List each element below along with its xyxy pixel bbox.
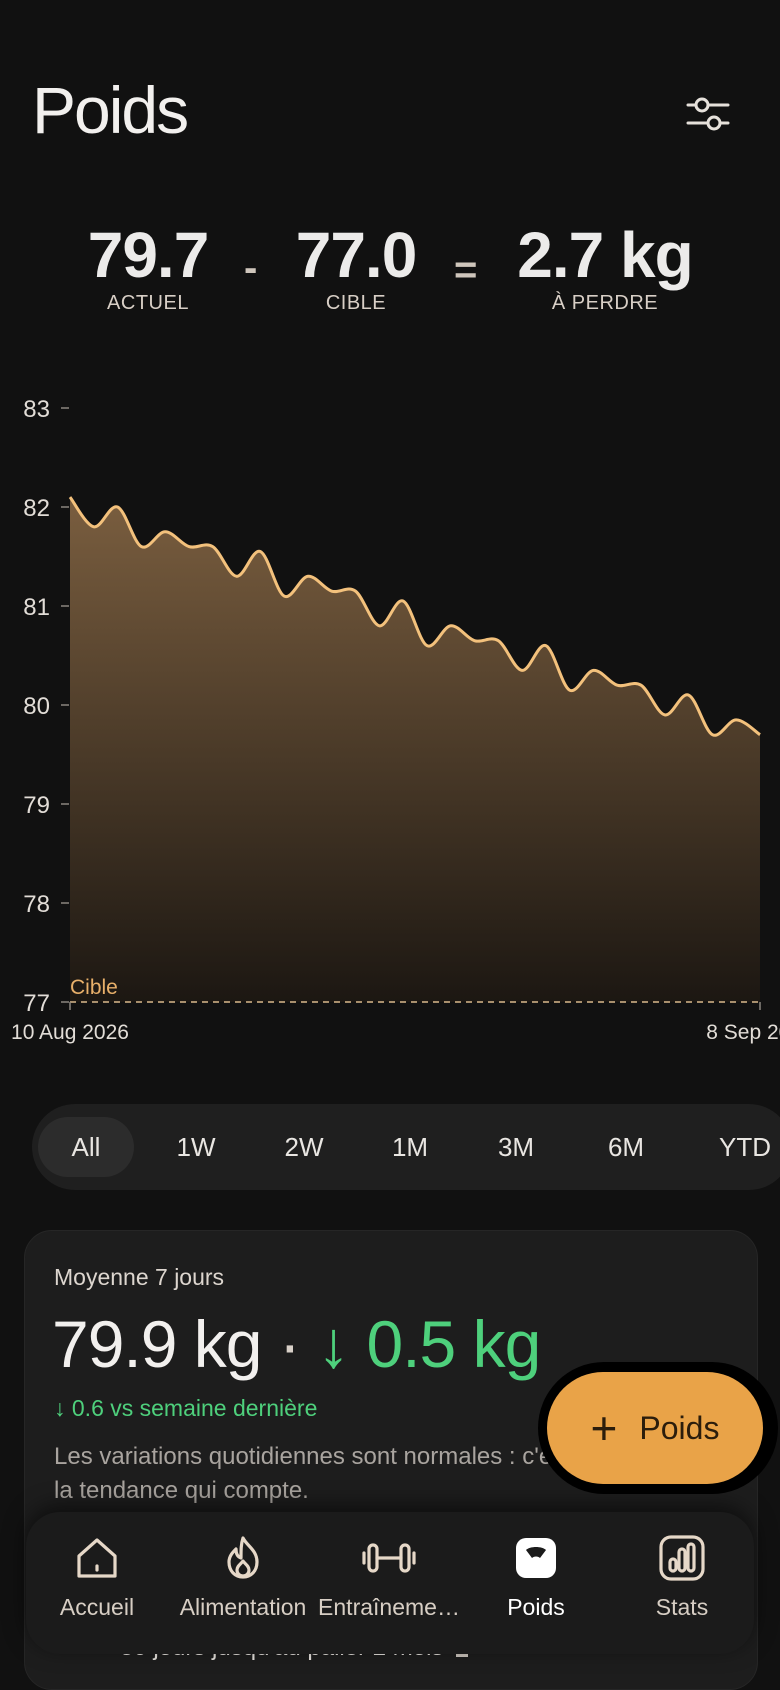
current-weight-label: ACTUEL <box>107 292 189 314</box>
add-weight-label: Poids <box>639 1409 720 1446</box>
weight-chart[interactable]: 83 82 81 80 79 78 77 Cible 10 Aug 2026 8 Sep 202… <box>0 380 780 1050</box>
y-tick-label: 82 <box>23 495 50 522</box>
x-end-label: 8 Sep 2026 <box>706 1021 780 1044</box>
nav-label-poids: Poids <box>507 1594 565 1620</box>
y-tick-label: 79 <box>23 792 50 819</box>
to-lose-label: À PERDRE <box>551 292 659 314</box>
dumbbell-icon <box>361 1530 417 1586</box>
scale-icon <box>508 1530 564 1586</box>
filter-button[interactable] <box>680 86 736 142</box>
to-lose: 2.7 kg À PERDRE <box>510 218 700 315</box>
home-icon <box>69 1530 125 1586</box>
to-lose-value: 2.7 kg <box>517 219 693 291</box>
weight-chart-svg: 83 82 81 80 79 78 77 Cible 10 Aug 2026 8 Sep 202… <box>11 396 780 1044</box>
target-weight: 77.0 CIBLE <box>276 218 436 315</box>
target-weight-label: CIBLE <box>325 292 387 314</box>
range-option-1m[interactable]: 1M <box>391 1131 429 1162</box>
nav-item-stats[interactable]: Stats <box>607 1530 757 1621</box>
target-label: Cible <box>70 976 118 999</box>
y-tick-label: 78 <box>23 891 50 918</box>
nav-item-entrainement[interactable]: Entraîneme… <box>314 1530 464 1621</box>
average-value: 79.9 kg <box>52 1307 262 1381</box>
range-selector <box>32 1104 780 1190</box>
y-tick-label: 77 <box>23 990 50 1017</box>
y-tick-label: 80 <box>23 693 50 720</box>
plus-icon: + <box>590 1402 618 1454</box>
equals-sign: = <box>454 248 478 292</box>
page-title: Poids <box>32 73 189 147</box>
stats-icon <box>654 1530 710 1586</box>
weight-series-line <box>68 496 761 737</box>
nav-label-stats: Stats <box>655 1594 709 1620</box>
range-option-all[interactable]: All <box>38 1117 134 1177</box>
add-weight-button[interactable]: + Poids <box>547 1372 763 1484</box>
average-line: 79.9 kg · ↓ 0.5 kg <box>52 1306 541 1382</box>
range-option-ytd[interactable]: YTD <box>719 1131 771 1162</box>
card-label: Moyenne 7 jours <box>54 1264 225 1290</box>
vs-last-week: ↓ 0.6 vs semaine dernière <box>54 1395 318 1421</box>
range-option-6m[interactable]: 6M <box>607 1131 645 1162</box>
flame-icon <box>215 1530 271 1586</box>
range-option-1w[interactable]: 1W <box>176 1131 216 1162</box>
separator-dot: · <box>278 1307 301 1381</box>
average-delta: ↓ 0.5 kg <box>317 1307 541 1381</box>
bottom-nav <box>26 1512 754 1654</box>
current-weight: 79.7 ACTUEL <box>68 218 228 315</box>
weight-area <box>70 497 760 1002</box>
nav-label-entrainement: Entraîneme… <box>318 1594 460 1620</box>
y-tick-label: 81 <box>23 594 50 621</box>
nav-item-poids[interactable]: Poids <box>461 1530 611 1621</box>
current-weight-value: 79.7 <box>87 219 210 291</box>
target-weight-value: 77.0 <box>295 219 418 291</box>
range-option-3m[interactable]: 3M <box>497 1131 535 1162</box>
range-option-2w[interactable]: 2W <box>284 1131 324 1162</box>
minus-sign: - <box>244 246 258 290</box>
x-start-label: 10 Aug 2026 <box>11 1021 129 1044</box>
nav-label-accueil: Accueil <box>59 1594 135 1620</box>
sliders-icon <box>686 97 730 131</box>
nav-item-accueil[interactable]: Accueil <box>22 1530 172 1621</box>
nav-item-alimentation[interactable]: Alimentation <box>168 1530 318 1621</box>
trend-note: Les variations quotidiennes sont normale… <box>54 1443 571 1504</box>
y-tick-label: 83 <box>23 396 50 423</box>
nav-label-alimentation: Alimentation <box>179 1594 307 1620</box>
